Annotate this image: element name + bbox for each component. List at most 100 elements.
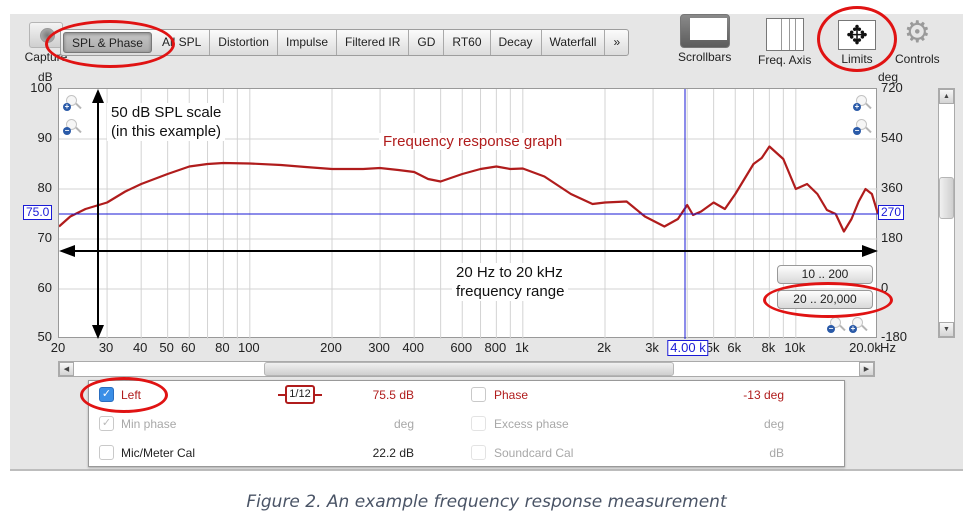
legend-row-min-phase: ✓ Min phase deg Excess phase deg — [89, 410, 844, 438]
y-tick: 70 — [37, 230, 52, 245]
x-tick: 100 — [237, 340, 260, 355]
x-tick: 200 — [320, 340, 342, 355]
x-tick: 3k — [645, 340, 659, 355]
left-checkbox[interactable]: ✓ — [99, 387, 114, 402]
limits-label: Limits — [841, 52, 873, 66]
horizontal-scroll-thumb[interactable] — [264, 362, 674, 376]
legend-row-mic-cal: Mic/Meter Cal 22.2 dB Soundcard Cal dB — [89, 439, 844, 467]
vertical-scroll-thumb[interactable] — [939, 177, 954, 219]
x-axis-unit: Hz — [880, 340, 896, 355]
y2-tick: 540 — [881, 130, 903, 145]
tab-filtered-ir[interactable]: Filtered IR — [337, 30, 410, 55]
x-tick: 20 — [50, 340, 66, 355]
scrollbars-label: Scrollbars — [678, 50, 732, 64]
limits-icon: ✥ — [838, 20, 876, 50]
zoom-in-phase-icon[interactable]: + — [853, 95, 872, 113]
min-phase-checkbox[interactable]: ✓ — [99, 416, 114, 431]
tab-waterfall[interactable]: Waterfall — [542, 30, 606, 55]
vertical-scrollbar[interactable]: ▲ ▼ — [938, 88, 955, 338]
cursor-level-readout: 75.0 — [23, 205, 53, 220]
annotation-range: 20 Hz to 20 kHz frequency range — [452, 263, 569, 301]
controls-label: Controls — [895, 52, 940, 66]
y2-tick: -180 — [881, 329, 908, 344]
tab-distortion[interactable]: Distortion — [210, 30, 278, 55]
camera-icon — [29, 22, 63, 48]
phase-value: -13 deg — [743, 388, 784, 402]
annotation-graph-title: Frequency response graph — [379, 133, 567, 150]
range-10-200-button[interactable]: 10 .. 200 — [777, 265, 873, 284]
scroll-up-arrow-icon[interactable]: ▲ — [939, 89, 954, 104]
min-phase-label: Min phase — [121, 417, 177, 431]
zoom-out-horizontal-icon[interactable]: − — [827, 317, 846, 335]
freq-axis-label: Freq. Axis — [758, 53, 812, 67]
mic-meter-cal-value: 22.2 dB — [372, 446, 414, 460]
y2-tick: 180 — [881, 230, 903, 245]
tab-impulse[interactable]: Impulse — [278, 30, 338, 55]
y-tick: 50 — [37, 329, 52, 344]
tab-more[interactable]: » — [613, 35, 621, 49]
zoom-in-vertical-icon[interactable]: + — [63, 95, 82, 113]
frequency-response-plot[interactable]: + − + − − + 50 dB SPL scale (in this exa… — [58, 88, 878, 339]
x-tick: 30 — [98, 340, 114, 355]
trace-legend-panel: ✓ Left 1/12 75.5 dB Phase -13 deg ✓ Min … — [88, 380, 845, 467]
limits-button[interactable]: ✥ Limits — [838, 20, 876, 66]
freq-axis-button[interactable]: Freq. Axis — [758, 18, 811, 67]
horizontal-scrollbar[interactable]: ◀ ▶ — [58, 361, 875, 377]
min-phase-value: deg — [393, 417, 414, 431]
tab-decay[interactable]: Decay — [491, 30, 542, 55]
zoom-in-horizontal-icon[interactable]: + — [849, 317, 868, 335]
annotation-scale: 50 dB SPL scale (in this example) — [107, 103, 226, 141]
x-tick: 5k — [705, 340, 720, 355]
x-tick: 300 — [368, 340, 390, 355]
y-tick: 80 — [37, 180, 52, 195]
y2-tick: 720 — [881, 80, 903, 95]
y-tick: 60 — [37, 280, 52, 295]
cursor-phase-readout: 270 — [878, 205, 905, 220]
x-tick: 6k — [727, 340, 742, 355]
phase-label: Phase — [494, 388, 529, 402]
phase-checkbox[interactable] — [471, 387, 486, 402]
left-trace-label: Left — [121, 388, 142, 402]
mic-meter-cal-label: Mic/Meter Cal — [121, 446, 196, 460]
scrollbars-icon — [679, 14, 730, 48]
x-tick: 400 — [402, 340, 425, 355]
controls-button[interactable]: ⚙ Controls — [895, 16, 940, 66]
x-tick: 60 — [181, 340, 196, 355]
zoom-out-phase-icon[interactable]: − — [853, 119, 872, 137]
left-trace-value: 75.5 dB — [372, 388, 414, 402]
smoothing-button[interactable]: 1/12 — [278, 385, 322, 404]
x-tick: 80 — [215, 340, 230, 355]
scroll-down-arrow-icon[interactable]: ▼ — [939, 322, 954, 337]
soundcard-cal-label: Soundcard Cal — [494, 446, 574, 460]
x-tick: 2k — [597, 340, 611, 355]
y2-tick: 0 — [881, 280, 889, 295]
mic-meter-cal-checkbox[interactable] — [99, 445, 114, 460]
x-tick: 600 — [450, 340, 473, 355]
x-tick: 50 — [159, 340, 174, 355]
y2-tick: 360 — [881, 180, 903, 195]
tab-all-spl[interactable]: All SPL — [154, 30, 211, 55]
x-tick: 1k — [514, 340, 529, 355]
tab-gd[interactable]: GD — [409, 30, 445, 55]
x-tick: 40 — [132, 340, 148, 355]
scroll-left-arrow-icon[interactable]: ◀ — [59, 362, 74, 376]
tab-rt60[interactable]: RT60 — [444, 30, 491, 55]
x-tick: 10k — [784, 340, 806, 355]
y-tick: 100 — [30, 80, 52, 95]
excess-phase-checkbox[interactable] — [471, 416, 486, 431]
excess-phase-label: Excess phase — [494, 417, 569, 431]
x-tick: 8k — [761, 340, 776, 355]
tab-spl-phase[interactable]: SPL & Phase — [63, 32, 152, 53]
x-tick: 20.0k — [849, 340, 881, 355]
range-20-20000-button[interactable]: 20 .. 20,000 — [777, 290, 873, 309]
soundcard-cal-checkbox[interactable] — [471, 445, 486, 460]
y-tick: 90 — [37, 130, 52, 145]
scroll-right-arrow-icon[interactable]: ▶ — [859, 362, 874, 376]
figure-caption: Figure 2. An example frequency response … — [246, 492, 727, 512]
gear-icon: ⚙ — [903, 16, 931, 49]
scrollbars-button[interactable]: Scrollbars — [678, 14, 731, 64]
soundcard-cal-value: dB — [769, 446, 784, 460]
cursor-frequency-readout: 4.00 k — [667, 340, 709, 356]
freq-axis-icon — [765, 18, 804, 51]
zoom-out-vertical-icon[interactable]: − — [63, 119, 82, 137]
